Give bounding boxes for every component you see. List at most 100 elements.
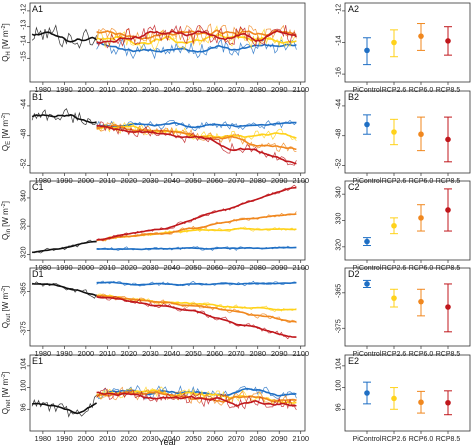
mean-point-orange [418, 33, 424, 39]
y-tick-label: -16 [336, 67, 343, 77]
y-axis-title-bracket: ] [1, 23, 10, 25]
panel-label: C1 [32, 182, 44, 192]
panel-B1: B1 -44 -48 -52 1980 1990 2000 2010 2020 2030 2040 2… [1, 90, 309, 185]
series-red-annual [96, 295, 297, 340]
series-red-smoothed [96, 296, 297, 338]
x-tick-label: 2020 [120, 349, 137, 358]
scenario-label: RCP2.6 [382, 178, 407, 185]
panel-A2: A2 -16 -14 -12 PiControl RCP2.6 RCP6.0 RCP8.5 [336, 2, 471, 94]
y-axis-title-sub: in [6, 229, 12, 234]
plot-area [32, 184, 297, 254]
x-tick-label: 2090 [271, 85, 288, 94]
series-red-smoothed [96, 391, 297, 407]
series-red-smoothed [96, 124, 297, 165]
x-tick-label: 2070 [228, 176, 245, 185]
mean-point-orange [418, 215, 424, 221]
y-tick-label: -48 [336, 129, 343, 139]
x-tick-label: 2040 [163, 85, 180, 94]
mean-point-orange [418, 131, 424, 138]
y-axis-title-bracket: ] [1, 372, 10, 374]
series-yellow-smoothed [96, 33, 297, 46]
x-tick-label: 2040 [163, 349, 180, 358]
x-tick-label: 2080 [249, 263, 266, 272]
panel-E1: E1 96 100 104 1980 1990 2000 2010 2020 2030 2040 20… [1, 354, 309, 443]
x-tick-label: 2020 [120, 434, 137, 443]
series-blue-smoothed [96, 121, 297, 129]
mean-point-red [445, 304, 451, 310]
x-tick-label: 2030 [142, 85, 159, 94]
x-tick-label: 2040 [163, 176, 180, 185]
series-black-smoothed [32, 240, 97, 254]
series-black-smoothed [31, 282, 97, 297]
x-tick-label: 1980 [35, 434, 52, 443]
x-tick-label: 2000 [78, 263, 95, 272]
y-axis-title-main: Q [1, 234, 10, 240]
x-tick-label: 2080 [249, 85, 266, 94]
scenario-label: RCP2.6 [382, 87, 407, 94]
x-tick-label: 2050 [185, 349, 202, 358]
x-tick-label: 2030 [142, 349, 159, 358]
scenario-label: RCP6.0 [409, 351, 434, 358]
x-tick-label: 2060 [206, 85, 223, 94]
x-tick-label: 2100 [292, 349, 309, 358]
scenario-label: RCP2.6 [382, 351, 407, 358]
mean-point-blue [364, 47, 370, 54]
y-tick-label: -12 [336, 4, 343, 14]
panel-label: E2 [348, 356, 359, 366]
plot-frame [344, 354, 471, 432]
x-tick-label: 2060 [206, 349, 223, 358]
series-blue-smoothed [96, 42, 297, 53]
mean-point-yellow [391, 129, 397, 135]
x-tick-label: 2040 [163, 434, 180, 443]
panel-label: C2 [348, 182, 360, 192]
scenario-label: PiControl [353, 87, 382, 94]
y-axis-title-sub: E [6, 141, 12, 145]
x-tick-label: 2060 [206, 434, 223, 443]
y-axis-title-exponent: -2 [1, 115, 7, 120]
y-axis-title-sub: net [6, 399, 12, 408]
x-tick-label: 2070 [228, 85, 245, 94]
scenario-label: RCP6.0 [409, 178, 434, 185]
x-tick-label: 1990 [56, 85, 73, 94]
x-tick-label: 2090 [271, 349, 288, 358]
y-tick-label: -52 [336, 158, 343, 168]
x-tick-label: 2010 [99, 85, 116, 94]
series-black-annual [31, 24, 97, 49]
mean-point-red [445, 207, 451, 213]
y-axis-title-bracket: ] [1, 286, 10, 288]
series-black-smoothed [32, 402, 98, 415]
y-tick-label: 96 [336, 403, 343, 411]
series-red-smoothed [96, 30, 297, 44]
y-axis-title: Qin [W m-2] [1, 201, 12, 240]
y-tick-label: -375 [21, 321, 28, 335]
scenario-label: RCP2.6 [382, 265, 407, 272]
y-axis-title: Qout [W m-2] [1, 286, 12, 329]
series-blue-smoothed [96, 246, 297, 251]
plot-frame [29, 90, 306, 174]
y-tick-label: -52 [21, 158, 28, 168]
y-tick-label: -44 [336, 99, 343, 109]
panel-D1: D1 -365 -375 1980 1990 2000 2010 2020 2030 2040 20… [1, 267, 309, 358]
series-red-annual [96, 121, 297, 166]
y-tick-label: 96 [21, 403, 28, 411]
mean-point-orange [418, 399, 424, 406]
y-tick-label: 100 [336, 380, 343, 392]
x-tick-label: 2070 [228, 349, 245, 358]
series-black-annual [31, 394, 97, 418]
y-tick-label: -14 [21, 35, 28, 45]
x-tick-label: 2090 [271, 263, 288, 272]
series-yellow-smoothed [96, 294, 297, 311]
y-tick-label: -44 [21, 99, 28, 109]
mean-point-blue [364, 121, 370, 128]
y-tick-label: -375 [336, 319, 343, 333]
plot-frame [29, 180, 306, 261]
y-axis-title-exponent: -2 [1, 288, 7, 293]
x-tick-label: 2060 [206, 263, 223, 272]
scenario-label: PiControl [353, 265, 382, 272]
series-red-annual [96, 184, 297, 242]
x-tick-label: 2030 [142, 434, 159, 443]
y-axis-title-exponent: -2 [1, 25, 7, 30]
